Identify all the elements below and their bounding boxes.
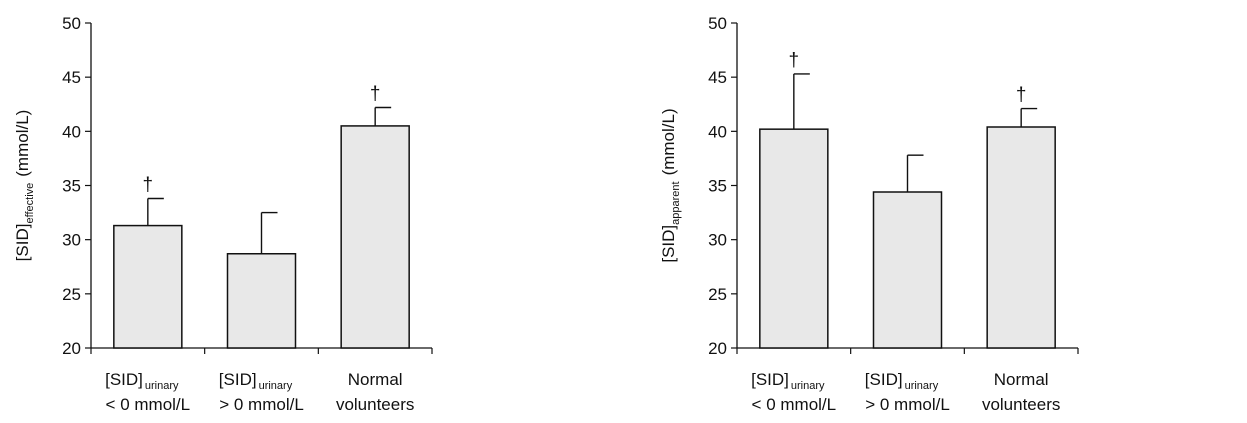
x-category-label: Normal [994, 370, 1049, 389]
y-tick-label: 35 [62, 177, 81, 196]
y-tick-label: 20 [708, 339, 727, 358]
y-tick-label: 30 [708, 231, 727, 250]
x-category-label: > 0 mmol/L [865, 395, 950, 414]
x-category-label: [SID] urinary [105, 370, 179, 392]
bar [986, 126, 1056, 349]
y-tick-label: 45 [62, 68, 81, 87]
x-category-label: < 0 mmol/L [106, 395, 191, 414]
x-category-label: volunteers [982, 395, 1060, 414]
y-tick-label: 50 [62, 14, 81, 33]
x-category-label: Normal [348, 370, 403, 389]
bar [226, 253, 297, 349]
x-category-label: volunteers [336, 395, 414, 414]
bar [113, 224, 183, 349]
y-tick-label: 40 [708, 122, 727, 141]
y-axis-label: [SID]effective(mmol/L) [13, 110, 36, 262]
y-tick-label: 20 [62, 339, 81, 358]
significance-marker: † [370, 84, 381, 105]
y-tick-label: 35 [708, 177, 727, 196]
y-tick-label: 40 [62, 122, 81, 141]
y-tick-label: 25 [62, 285, 81, 304]
y-tick-label: 50 [708, 14, 727, 33]
chart-panel-1: 20 25 30 35 40 45 50 † [SID] urinary < 0 mmol/L [SI… [13, 14, 433, 414]
significance-marker: † [1016, 85, 1027, 106]
x-category-label: < 0 mmol/L [752, 395, 837, 414]
chart-panel-2: 20 25 30 35 40 45 50 † [SID] urinary < 0 mmol/L [SI… [659, 14, 1079, 414]
y-tick-label: 45 [708, 68, 727, 87]
significance-marker: † [143, 175, 154, 196]
x-category-label: > 0 mmol/L [219, 395, 304, 414]
x-category-label: [SID] urinary [865, 370, 939, 392]
x-category-label: [SID] urinary [219, 370, 293, 392]
y-tick-label: 30 [62, 231, 81, 250]
bar [340, 125, 410, 349]
bar [759, 128, 829, 349]
bar [872, 191, 943, 349]
y-tick-label: 25 [708, 285, 727, 304]
x-category-label: [SID] urinary [751, 370, 825, 392]
y-axis-label: [SID]apparent(mmol/L) [659, 108, 682, 262]
significance-marker: † [789, 50, 800, 71]
